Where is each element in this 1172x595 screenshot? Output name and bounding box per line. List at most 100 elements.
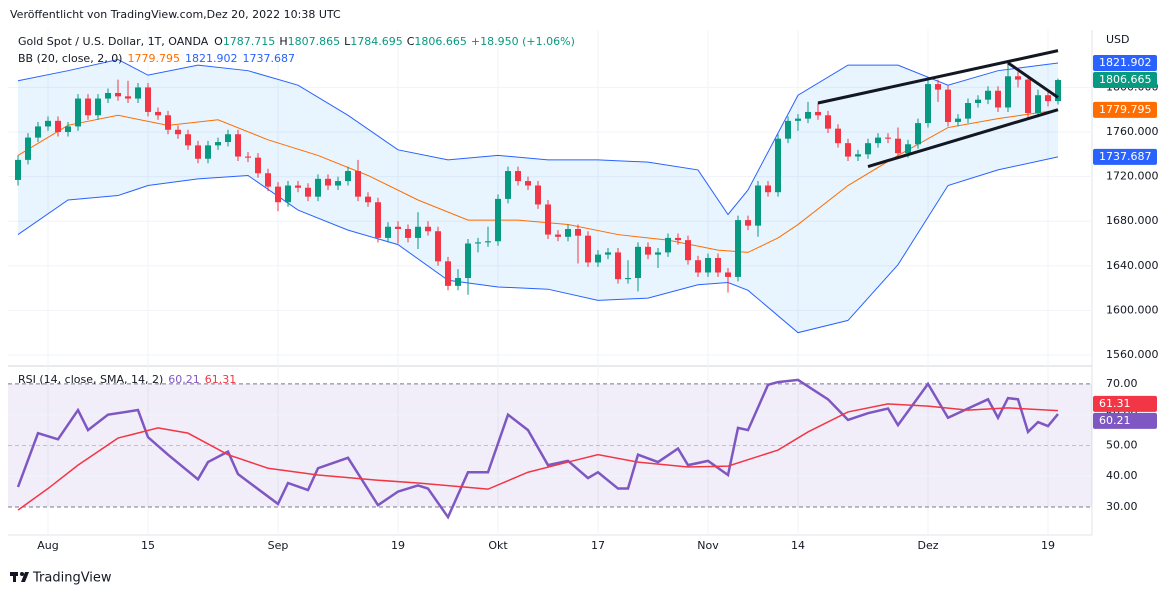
candle-body [535,185,541,205]
candle-body [425,226,431,232]
candle-body [975,99,981,104]
candle-body [255,157,261,174]
candle-body [225,134,231,143]
candle-body [135,87,141,99]
indicator-value: 1821.902 [185,52,238,65]
candle-body [885,137,891,139]
symbol: Gold Spot / U.S. Dollar, 1T, OANDA [18,35,209,48]
y-tick-label: 70.00 [1106,377,1138,390]
candle-body [415,226,421,238]
candle-body [1015,76,1021,80]
published-note: Veröffentlicht von TradingView.com,Dez 2… [10,8,341,21]
candle-body [25,137,31,160]
trend-line [1007,61,1059,99]
rsi-line [16,378,1059,520]
y-tick-label: 30.00 [1106,500,1138,513]
candle-body [515,171,521,182]
price-label: 1779.795 [1099,103,1152,116]
candle-body [475,242,481,244]
candle-body [525,181,531,186]
y-tick-label: 50.00 [1106,438,1138,451]
candle-body [1045,95,1051,102]
candle-body [155,111,161,116]
candle-body [645,246,651,255]
x-tick-label: 17 [591,539,605,552]
candle-body [145,87,151,112]
candle-body [565,228,571,237]
y-tick-label: 1640.000 [1106,259,1159,272]
candle-body [175,129,181,135]
rsi-sma-line [17,403,1059,511]
candle-body [165,115,171,130]
candle-body [405,228,411,238]
candle-body [485,241,491,243]
candle-body [655,252,661,255]
candle-body [895,138,901,154]
candle-body [35,126,41,138]
y-tick-label: 40.00 [1106,469,1138,482]
candle-body [185,134,191,146]
candle-body [1055,79,1061,102]
candle-body [725,272,731,277]
candle-body [275,186,281,203]
candle-body [735,220,741,277]
x-tick-label: Dez [917,539,938,552]
candle-body [445,261,451,286]
candle-body [615,252,621,280]
candle-body [75,98,81,127]
bb-line [17,109,1059,253]
candle-body [675,237,681,241]
candle-body [355,171,361,197]
y-tick-label: 1680.000 [1106,214,1159,227]
candle-body [205,145,211,159]
candle-body [385,226,391,238]
price-label: 1821.902 [1099,56,1152,69]
candle-body [125,96,131,99]
candle-body [595,254,601,263]
ohlc-prefix: L [344,35,351,48]
candle-body [195,145,201,159]
indicator-value: 61.31 [205,373,237,386]
candle-body [495,198,501,242]
candle-body [835,128,841,144]
candle-body [775,138,781,193]
ohlc-prefix: H [279,35,287,48]
candle-body [825,115,831,129]
x-tick-label: Aug [37,539,58,552]
price-label-bg [1093,148,1157,165]
ohlc-prefix: O [214,35,223,48]
candle-body [1035,95,1041,114]
candle-body [635,246,641,279]
candle-body [805,111,811,119]
indicator: RSI (14, close, SMA, 14, 2) [18,373,163,386]
x-tick-label: Okt [488,539,508,552]
candle-body [95,98,101,116]
y-tick-label: 1720.000 [1106,170,1159,183]
candle-body [365,196,371,203]
candle-body [235,134,241,157]
candle-body [945,89,951,122]
candle-body [315,178,321,197]
candle-body [1005,76,1011,108]
candle-body [305,187,311,197]
candle-body [795,118,801,121]
candle-body [105,92,111,99]
ohlc-value: 1784.695 [350,35,403,48]
bb-line [17,156,1059,334]
candle-body [45,120,51,127]
indicator: BB (20, close, 2, 0) [18,52,122,65]
candle-body [965,103,971,119]
ohlc-value: 1807.865 [288,35,341,48]
candle-body [465,243,471,279]
candle-body [335,181,341,186]
candle-body [845,143,851,157]
ohlc-prefix: C [407,35,415,48]
x-tick-label: 19 [1041,539,1055,552]
candle-body [765,185,771,193]
price-label-bg [1093,395,1157,412]
candle-body [745,220,751,226]
candle-body [265,173,271,187]
price-label-bg [1093,54,1157,71]
x-tick-label: 15 [141,539,155,552]
candle-body [955,118,961,122]
